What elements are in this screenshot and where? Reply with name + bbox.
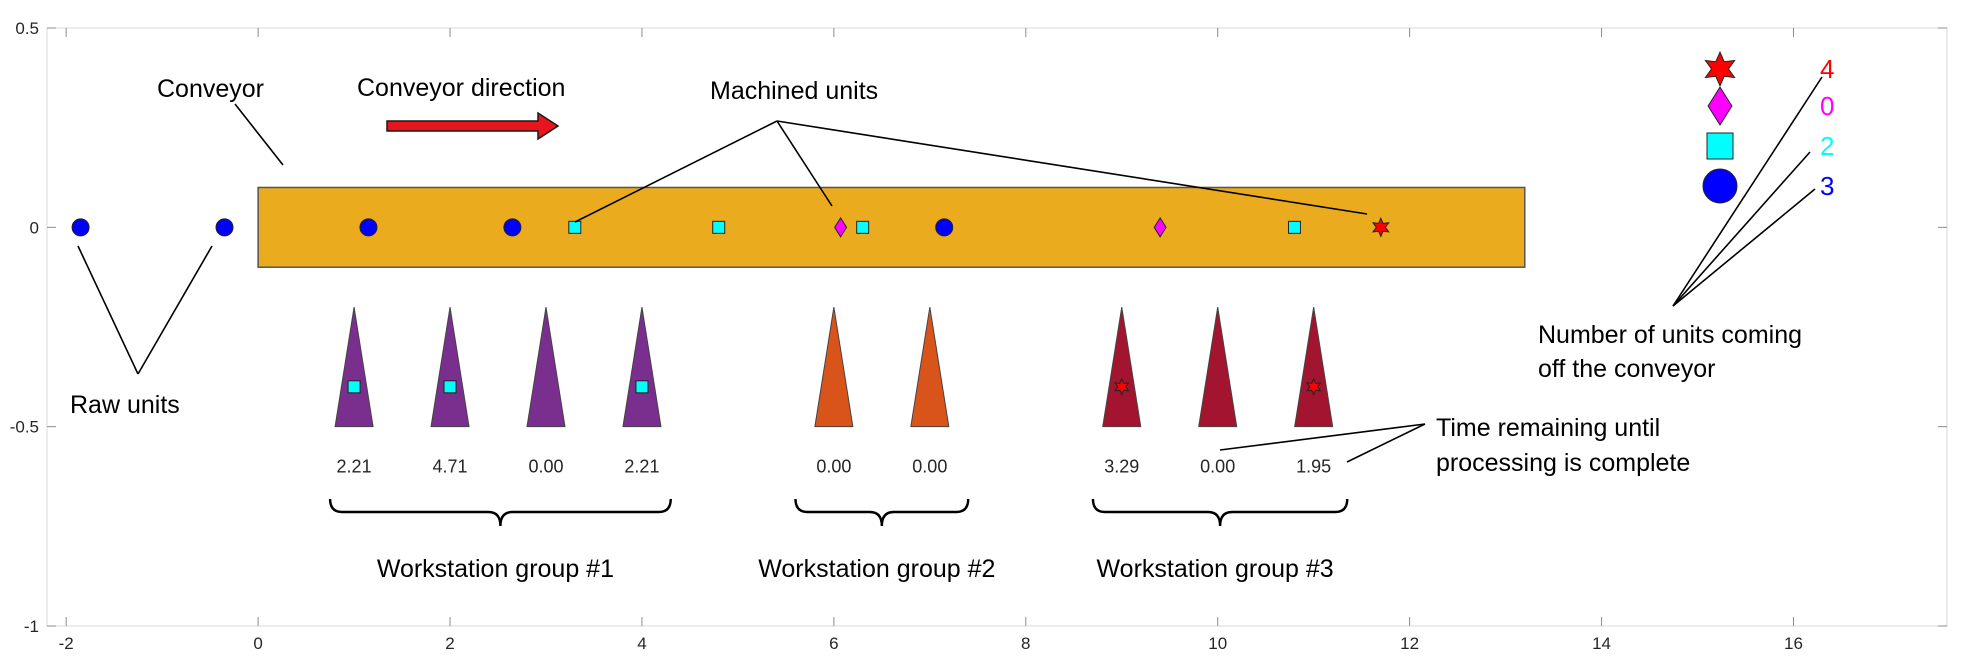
workstation-group-label: Workstation group #1 — [377, 555, 614, 583]
machined-unit-square — [635, 380, 649, 394]
x-tick-label: 14 — [1592, 634, 1611, 653]
machined-unit-square — [1706, 132, 1734, 160]
units-count-label-line-2: off the conveyor — [1538, 355, 1715, 383]
time-remaining-value: 3.29 — [1104, 457, 1139, 477]
y-tick-label: 0.5 — [15, 19, 39, 38]
x-tick-label: 12 — [1400, 634, 1419, 653]
y-axis: 0.5 0 -0.5 -1 — [10, 19, 1947, 636]
workstation-triangle — [1294, 306, 1334, 428]
machined-unit-square — [347, 380, 361, 394]
machined-unit-diamond — [834, 216, 848, 238]
raw-unit-circle — [359, 218, 378, 237]
machined-unit-square — [443, 380, 457, 394]
y-tick-label: -0.5 — [10, 418, 39, 437]
time-callout-line-2 — [1346, 423, 1426, 463]
x-tick-label: 6 — [829, 634, 838, 653]
raw-unit-circle — [1702, 168, 1738, 204]
time-remaining-value: 0.00 — [528, 457, 563, 477]
machined-unit-star — [1305, 377, 1322, 396]
machined-unit-square — [856, 220, 870, 234]
machined-unit-square — [712, 220, 726, 234]
unit-count-value: 0 — [1820, 91, 1834, 121]
workstation-group-brace — [794, 498, 970, 527]
callout-lines — [77, 76, 1823, 463]
units-count-label-line-1: Number of units coming — [1538, 321, 1802, 349]
conveyor-belt — [257, 186, 1526, 268]
time-remaining-value: 0.00 — [912, 457, 947, 477]
x-tick-label: 16 — [1784, 634, 1803, 653]
workstation-group-braces: Workstation group #1 Workstation group #2… — [328, 498, 1349, 583]
raw-callout-line-2 — [137, 245, 213, 375]
time-remaining-value: 2.21 — [337, 457, 372, 477]
x-tick-label: 8 — [1021, 634, 1030, 653]
x-axis: -2 0 2 4 6 8 10 12 14 16 — [59, 28, 1803, 653]
raw-callout-line-1 — [77, 245, 139, 375]
count-callout-line-1 — [1672, 76, 1823, 307]
workstation-triangle — [814, 306, 854, 428]
conveyor-callout-line — [234, 103, 284, 166]
count-callout-line-2 — [1672, 151, 1811, 307]
workstation-group-brace — [328, 498, 672, 527]
x-tick-label: -2 — [59, 634, 74, 653]
workstation-triangle — [622, 306, 662, 428]
units-on-conveyor — [71, 216, 1390, 238]
conveyor-direction-label: Conveyor direction — [357, 74, 565, 102]
time-remaining-value: 0.00 — [816, 457, 851, 477]
x-tick-label: 10 — [1208, 634, 1227, 653]
x-tick-label: 2 — [445, 634, 454, 653]
unit-count-value: 3 — [1820, 171, 1834, 201]
time-remaining-label-line-1: Time remaining until — [1436, 414, 1660, 442]
time-remaining-value: 2.21 — [624, 457, 659, 477]
unit-count-value: 4 — [1820, 54, 1834, 84]
time-remaining-values: 2.21 4.71 0.00 2.21 0.00 0.00 3.29 0.00 1.95 — [337, 457, 1332, 477]
workstations — [334, 306, 1334, 428]
x-tick-label: 0 — [253, 634, 262, 653]
time-remaining-value: 1.95 — [1296, 457, 1331, 477]
raw-unit-circle — [935, 218, 954, 237]
count-callout-line-3 — [1672, 188, 1816, 307]
workstation-group-brace — [1091, 498, 1349, 527]
conveyor-direction-arrow — [386, 111, 560, 141]
machined-unit-star — [1113, 377, 1130, 396]
workstation-triangle — [526, 306, 566, 428]
machined-unit-square — [568, 220, 582, 234]
unit-count-value: 2 — [1820, 131, 1834, 161]
x-tick-label: 4 — [637, 634, 646, 653]
conveyor-label: Conveyor — [157, 75, 264, 103]
workstation-triangle — [1102, 306, 1142, 428]
raw-units-label: Raw units — [70, 391, 180, 419]
machined-unit-square — [1287, 220, 1301, 234]
raw-unit-circle — [503, 218, 522, 237]
unit-count-legend: 4 0 2 3 — [1702, 50, 1834, 204]
machined-unit-star — [1704, 50, 1736, 88]
machined-unit-star — [1371, 216, 1390, 238]
workstation-triangle — [430, 306, 470, 428]
raw-unit-circle — [215, 218, 234, 237]
time-remaining-value: 4.71 — [433, 457, 468, 477]
time-remaining-value: 0.00 — [1200, 457, 1235, 477]
workstation-triangle — [334, 306, 374, 428]
workstation-group-label: Workstation group #3 — [1097, 555, 1334, 583]
machined-callout-line-1 — [574, 120, 778, 223]
plot-area — [46, 27, 1948, 627]
raw-unit-circle — [71, 218, 90, 237]
time-callout-line-1 — [1219, 423, 1426, 451]
y-tick-label: 0 — [30, 218, 39, 237]
machined-unit-diamond — [1707, 86, 1733, 126]
workstation-group-label: Workstation group #2 — [758, 555, 995, 583]
time-remaining-label-line-2: processing is complete — [1436, 449, 1690, 477]
workstation-triangle — [1198, 306, 1238, 428]
machined-units-label: Machined units — [710, 77, 878, 105]
machined-callout-line-2 — [776, 120, 833, 207]
y-tick-label: -1 — [24, 617, 39, 636]
machined-unit-diamond — [1153, 216, 1167, 238]
workstation-triangle — [910, 306, 950, 428]
machined-callout-line-3 — [776, 120, 1368, 215]
